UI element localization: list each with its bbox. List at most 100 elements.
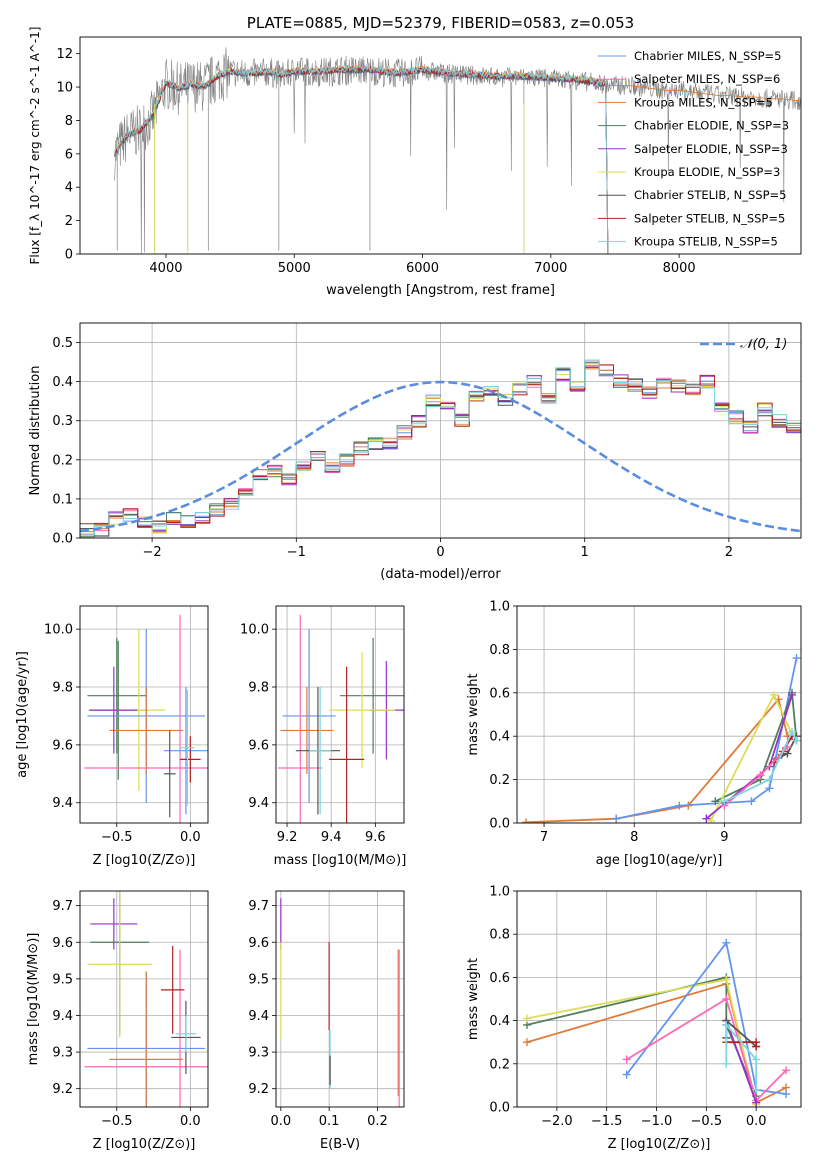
plot-area xyxy=(522,938,791,1107)
y-tick-label: 0.2 xyxy=(52,453,73,468)
series-marker xyxy=(622,1055,631,1064)
x-tick-label: −0.5 xyxy=(101,1114,133,1129)
plot-area xyxy=(280,898,400,1107)
y-tick-label: 9.5 xyxy=(52,972,73,987)
histogram-plot-area xyxy=(80,359,801,538)
y-tick-label: 9.4 xyxy=(248,1009,269,1024)
legend-label: Chabrier ELODIE, N_SSP=3 xyxy=(634,119,789,133)
series-line xyxy=(616,657,798,820)
y-tick-label: 9.2 xyxy=(248,1082,269,1097)
y-axis-label: Normed distribution xyxy=(28,366,43,496)
y-tick-label: 10.0 xyxy=(240,623,269,638)
x-axis-label: (data-model)/error xyxy=(380,567,501,582)
legend-label: Kroupa STELIB, N_SSP=5 xyxy=(634,235,778,249)
y-tick-label: 9.6 xyxy=(248,738,269,753)
y-tick-label: 9.4 xyxy=(248,796,269,811)
x-tick-label: −2 xyxy=(143,545,162,560)
spectrum-panel: 4000 5000 6000 7000 8000 0 2 4 6 8 10 12 PLATE=0885,… xyxy=(28,14,802,298)
y-tick-label: 0.4 xyxy=(489,1014,510,1029)
plot-area xyxy=(278,614,404,823)
x-tick-label: 0.2 xyxy=(367,1114,388,1129)
series-marker xyxy=(792,736,801,745)
series-marker xyxy=(522,1038,531,1047)
y-tick-label: 0.0 xyxy=(489,1101,510,1116)
x-tick-label: 8000 xyxy=(663,261,696,276)
spectrum-plot-area xyxy=(114,47,801,254)
histogram-step xyxy=(80,368,801,533)
y-tick-label: 9.6 xyxy=(248,936,269,951)
x-tick-label: 4000 xyxy=(149,261,182,276)
series-marker xyxy=(706,816,715,823)
normal-curve xyxy=(80,380,801,533)
x-axis-label: mass [log10(M/M⊙)] xyxy=(274,853,407,868)
x-tick-label: −2.0 xyxy=(541,1114,573,1129)
x-tick-label: 0 xyxy=(436,545,444,560)
y-tick-label: 9.3 xyxy=(52,1046,73,1061)
series-marker xyxy=(522,818,531,823)
y-tick-label: 0.6 xyxy=(489,971,510,986)
series-line xyxy=(724,729,798,803)
legend-label: Salpeter ELODIE, N_SSP=3 xyxy=(634,142,788,156)
axes-frame xyxy=(516,605,802,824)
y-tick-label: 10 xyxy=(56,81,73,96)
mass-vs-metallicity-panel: −0.5 0.0 9.2 9.3 9.4 9.5 9.6 9.7 Z [log10(Z/Z⊙)]… xyxy=(26,890,209,1152)
series-marker xyxy=(722,975,731,984)
x-tick-label: 9.4 xyxy=(321,830,342,845)
x-tick-label: 7 xyxy=(540,830,548,845)
series-marker xyxy=(612,814,621,823)
model-spectrum-line xyxy=(114,66,609,254)
model-spectrum-line xyxy=(114,64,609,254)
plot-area xyxy=(84,614,208,823)
y-tick-label: 0.4 xyxy=(489,730,510,745)
y-tick-label: 0.1 xyxy=(52,492,73,507)
y-tick-label: 9.2 xyxy=(52,1082,73,1097)
y-tick-label: 0.0 xyxy=(52,532,73,547)
series-line xyxy=(525,697,789,823)
series-marker xyxy=(792,654,801,663)
y-tick-label: 9.6 xyxy=(52,738,73,753)
plot-area xyxy=(522,654,801,823)
chart-title: PLATE=0885, MJD=52379, FIBERID=0583, z=0… xyxy=(247,14,634,32)
mass-weight-vs-metallicity-panel: −2.0 −1.5 −1.0 −0.5 0.0 0.0 0.2 0.4 0.6 0.8 1.0 Z [… xyxy=(466,885,802,1152)
y-axis-label: Flux [f_λ 10^-17 erg cm^-2 s^-1 A^-1] xyxy=(28,27,42,265)
y-tick-label: 0.6 xyxy=(489,686,510,701)
y-tick-label: 0.3 xyxy=(52,414,73,429)
model-spectrum-line xyxy=(114,65,609,254)
axes-frame xyxy=(275,890,405,1108)
y-tick-label: 9.7 xyxy=(248,899,269,914)
y-axis-label: mass weight xyxy=(466,958,481,1040)
series-line xyxy=(725,1022,758,1090)
x-tick-label: 0.0 xyxy=(180,830,201,845)
series-marker xyxy=(752,1042,761,1051)
model-spectrum-line xyxy=(114,65,609,254)
series-marker xyxy=(782,1066,791,1075)
x-tick-label: 7000 xyxy=(534,261,567,276)
model-spectrum-line xyxy=(114,65,609,254)
y-tick-label: 0.4 xyxy=(52,375,73,390)
y-tick-label: 6 xyxy=(65,147,73,162)
y-tick-label: 9.7 xyxy=(52,899,73,914)
x-tick-label: 9.6 xyxy=(365,830,386,845)
mass-vs-extinction-panel: 0.0 0.1 0.2 9.2 9.3 9.4 9.5 9.6 9.7 E(B-V) xyxy=(248,890,405,1152)
x-tick-label: −1.0 xyxy=(641,1114,673,1129)
y-tick-label: 9.5 xyxy=(248,972,269,987)
legend-label: Chabrier MILES, N_SSP=5 xyxy=(634,49,781,63)
y-tick-label: 4 xyxy=(65,181,73,196)
x-tick-label: −0.5 xyxy=(101,830,133,845)
x-axis-label: Z [log10(Z/Z⊙)] xyxy=(608,1137,711,1152)
series-marker xyxy=(756,771,765,780)
legend: Chabrier MILES, N_SSP=5 Salpeter MILES, N… xyxy=(598,49,789,249)
y-tick-label: 9.4 xyxy=(52,796,73,811)
series-marker xyxy=(752,1055,761,1064)
series-marker xyxy=(522,1014,531,1023)
y-tick-label: 9.8 xyxy=(248,681,269,696)
x-axis-label: Z [log10(Z/Z⊙)] xyxy=(93,1137,196,1152)
x-tick-label: 1 xyxy=(581,545,589,560)
series-marker xyxy=(720,797,729,806)
y-tick-label: 1.0 xyxy=(489,885,510,900)
series-marker xyxy=(722,1020,731,1029)
y-tick-label: 0.0 xyxy=(489,817,510,832)
axes-frame xyxy=(275,605,405,824)
y-tick-label: 2 xyxy=(65,214,73,229)
x-tick-label: 9 xyxy=(720,830,728,845)
